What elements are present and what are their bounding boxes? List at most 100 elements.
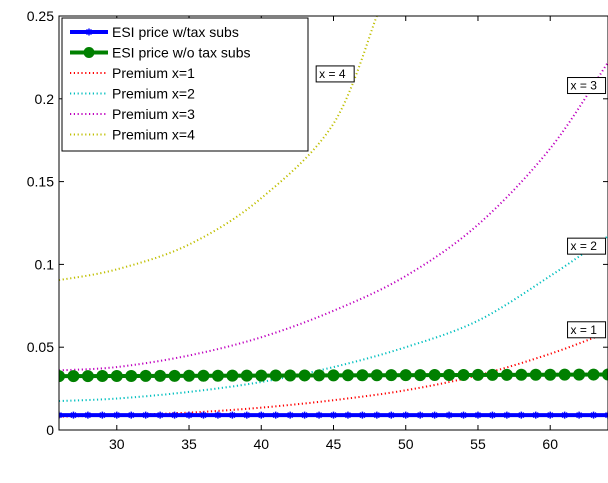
series-marker bbox=[558, 368, 571, 381]
y-tick-label: 0.05 bbox=[27, 339, 54, 355]
series-marker bbox=[370, 369, 383, 382]
series-marker bbox=[59, 370, 65, 383]
series-marker bbox=[226, 369, 239, 382]
series-marker bbox=[486, 368, 499, 381]
series-marker bbox=[515, 368, 528, 381]
annotation-frame bbox=[315, 65, 355, 83]
series-marker bbox=[272, 411, 280, 419]
annotation-frame bbox=[567, 237, 607, 255]
series-marker bbox=[171, 411, 179, 419]
annotation-box: x = 2 bbox=[567, 237, 607, 255]
series-markers-esi-price-w-tax-subs bbox=[59, 411, 608, 419]
series-marker bbox=[127, 411, 135, 419]
series-marker bbox=[67, 370, 80, 383]
series-marker bbox=[344, 411, 352, 419]
legend-marker bbox=[85, 28, 93, 36]
series-marker bbox=[327, 369, 340, 382]
series-marker bbox=[154, 369, 167, 382]
series-marker bbox=[358, 411, 366, 419]
series-marker bbox=[98, 411, 106, 419]
series-marker bbox=[517, 411, 525, 419]
legend-label: Premium x=4 bbox=[112, 127, 195, 143]
annotation-frame bbox=[567, 321, 607, 339]
series-marker bbox=[113, 411, 121, 419]
series-marker bbox=[313, 369, 326, 382]
annotation-box: x = 4 bbox=[315, 65, 355, 83]
series-marker bbox=[399, 369, 412, 382]
legend-item: ESI price w/tax subs bbox=[70, 24, 239, 40]
series-marker bbox=[257, 411, 265, 419]
series-marker bbox=[240, 369, 253, 382]
series-marker bbox=[301, 411, 309, 419]
series-marker bbox=[341, 369, 354, 382]
legend-label: ESI price w/o tax subs bbox=[112, 45, 251, 61]
series-marker bbox=[428, 369, 441, 382]
series-marker bbox=[431, 411, 439, 419]
x-tick-label: 55 bbox=[470, 436, 486, 452]
series-marker bbox=[315, 411, 323, 419]
series-marker bbox=[387, 411, 395, 419]
series-marker bbox=[416, 411, 424, 419]
annotation-frame bbox=[567, 77, 607, 95]
series-marker bbox=[443, 369, 456, 382]
y-tick-label: 0.1 bbox=[35, 256, 55, 272]
series-marker bbox=[356, 369, 369, 382]
annotation-label: x = 1 bbox=[571, 323, 598, 337]
series-marker bbox=[255, 369, 268, 382]
series-marker bbox=[602, 368, 608, 381]
legend-box bbox=[61, 17, 309, 152]
series-marker bbox=[587, 368, 600, 381]
series-marker bbox=[529, 368, 542, 381]
legend-label: Premium x=3 bbox=[112, 106, 195, 122]
series-marker bbox=[96, 370, 109, 383]
x-tick-label: 50 bbox=[398, 436, 414, 452]
x-tick-label: 40 bbox=[253, 436, 269, 452]
series-marker bbox=[471, 368, 484, 381]
series-marker bbox=[561, 411, 569, 419]
axes: 30 35 40 45 50 55 60 0 0.05 0.1 0.15 0.2 0.25 bbox=[27, 8, 608, 452]
series-marker bbox=[142, 411, 150, 419]
series-marker bbox=[298, 369, 311, 382]
x-tick-label: 35 bbox=[181, 436, 197, 452]
legend: ESI price w/tax subs ESI price w/o tax su… bbox=[61, 17, 309, 152]
annotation-label: x = 4 bbox=[319, 67, 346, 81]
legend-label: Premium x=1 bbox=[112, 65, 195, 81]
x-tick-label: 30 bbox=[109, 436, 125, 452]
series-marker bbox=[503, 411, 511, 419]
legend-item: Premium x=4 bbox=[70, 127, 195, 143]
series-marker bbox=[414, 369, 427, 382]
series-marker bbox=[214, 411, 222, 419]
annotation-label: x = 2 bbox=[571, 239, 598, 253]
series-marker bbox=[228, 411, 236, 419]
series-marker bbox=[402, 411, 410, 419]
series-marker bbox=[110, 370, 123, 383]
series-marker bbox=[532, 411, 540, 419]
series-marker bbox=[488, 411, 496, 419]
series-marker bbox=[84, 411, 92, 419]
x-tick-label: 45 bbox=[326, 436, 342, 452]
series-group bbox=[59, 16, 608, 419]
series-marker bbox=[243, 411, 251, 419]
series-marker bbox=[546, 411, 554, 419]
y-tick-label: 0.25 bbox=[27, 8, 54, 24]
series-marker bbox=[500, 368, 513, 381]
series-marker bbox=[197, 369, 210, 382]
series-marker bbox=[185, 411, 193, 419]
series-marker bbox=[460, 411, 468, 419]
series-marker bbox=[168, 369, 181, 382]
legend-item: Premium x=1 bbox=[70, 65, 195, 81]
annotation-box: x = 1 bbox=[567, 321, 607, 339]
series-marker bbox=[156, 411, 164, 419]
legend-item: Premium x=3 bbox=[70, 106, 195, 122]
series-marker bbox=[183, 369, 196, 382]
y-tick-label: 0.2 bbox=[35, 91, 55, 107]
series-marker bbox=[573, 368, 586, 381]
y-tick-label: 0.15 bbox=[27, 174, 54, 190]
series-marker bbox=[286, 411, 294, 419]
series-markers-esi-price-w-o-tax-subs bbox=[59, 368, 608, 383]
series-marker bbox=[330, 411, 337, 419]
plot-lines bbox=[59, 16, 608, 419]
series-marker bbox=[199, 411, 207, 419]
legend-marker bbox=[83, 47, 95, 58]
series-marker bbox=[590, 411, 598, 419]
